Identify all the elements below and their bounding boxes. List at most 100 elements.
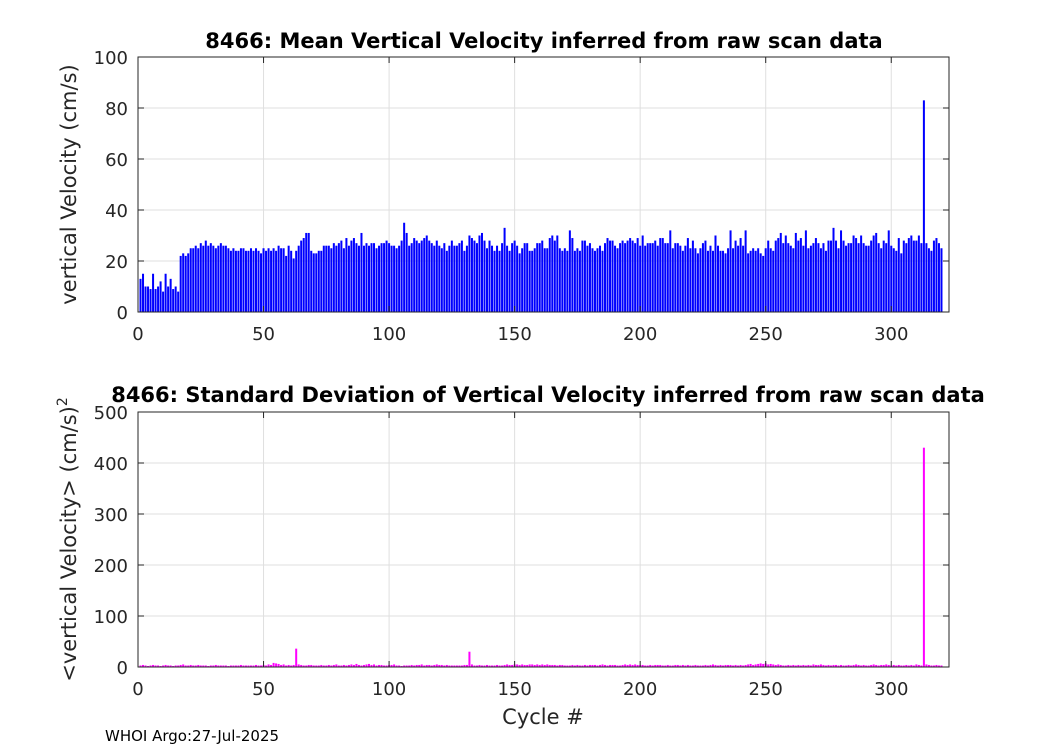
bar: [604, 664, 607, 667]
bar: [468, 651, 471, 667]
bar: [646, 665, 649, 667]
bar: [558, 664, 561, 667]
bar: [538, 664, 541, 667]
bar: [671, 248, 674, 312]
bar: [719, 664, 722, 667]
bar: [819, 664, 822, 667]
bar: [187, 665, 190, 667]
bar: [719, 250, 722, 312]
bar: [428, 240, 431, 312]
bar: [465, 664, 468, 667]
bar: [561, 664, 564, 667]
bar: [696, 665, 699, 667]
bar: [777, 238, 780, 312]
bar: [239, 248, 242, 312]
bar: [217, 245, 220, 312]
bar: [154, 289, 157, 312]
bar: [448, 245, 451, 312]
bar: [332, 664, 335, 667]
bar: [320, 664, 323, 667]
bar: [882, 664, 885, 667]
bar: [784, 235, 787, 312]
bar: [290, 250, 293, 312]
bar: [463, 250, 466, 312]
bar: [917, 235, 920, 312]
bar: [531, 250, 534, 312]
bar: [244, 665, 247, 667]
bar: [860, 665, 863, 667]
x-tick-label: 0: [132, 324, 143, 345]
bar: [531, 664, 534, 667]
bar: [194, 665, 197, 667]
bar: [905, 243, 908, 312]
bar: [516, 664, 519, 667]
bar: [307, 232, 310, 312]
bar: [541, 664, 544, 667]
bar: [523, 664, 526, 667]
bar: [855, 664, 858, 667]
bar: [601, 664, 604, 667]
bar: [425, 664, 428, 667]
bar: [704, 664, 707, 667]
bar: [749, 250, 752, 312]
bar: [470, 664, 473, 667]
bar: [922, 100, 925, 312]
bar: [927, 664, 930, 667]
bar: [922, 447, 925, 667]
bar: [727, 664, 730, 667]
bar: [855, 238, 858, 312]
bar: [940, 665, 943, 667]
bar: [551, 664, 554, 667]
bar: [641, 235, 644, 312]
bar: [581, 665, 584, 667]
bar: [162, 291, 165, 312]
bar: [335, 664, 338, 667]
bar: [526, 664, 529, 667]
bar: [413, 665, 416, 667]
bar: [187, 253, 190, 312]
bar: [877, 665, 880, 667]
bar: [410, 243, 413, 312]
y-tick-label: 20: [105, 252, 128, 273]
bar: [443, 243, 446, 312]
bar: [144, 665, 147, 667]
bar: [578, 665, 581, 667]
bar: [857, 664, 860, 667]
bar: [561, 250, 564, 312]
bar: [865, 665, 868, 667]
bar: [558, 248, 561, 312]
grid-std: [137, 411, 949, 668]
bar: [239, 664, 242, 667]
bar: [862, 664, 865, 667]
bar: [568, 230, 571, 312]
bar: [521, 248, 524, 312]
bar: [491, 245, 494, 312]
bar: [724, 664, 727, 667]
bar: [900, 665, 903, 667]
bar: [711, 664, 714, 667]
bar: [732, 665, 735, 667]
bar: [255, 664, 258, 667]
bar: [458, 243, 461, 312]
bar: [747, 253, 750, 312]
bar: [689, 665, 692, 667]
bar: [767, 240, 770, 312]
bar: [332, 243, 335, 312]
bar: [744, 230, 747, 312]
bar: [691, 665, 694, 667]
bar: [789, 245, 792, 312]
x-tick-label: 100: [372, 679, 406, 700]
bar: [568, 665, 571, 667]
bar: [249, 665, 252, 667]
bars-std: [139, 447, 943, 667]
bar: [847, 664, 850, 667]
bar: [917, 664, 920, 667]
bar: [260, 665, 263, 667]
bar: [817, 243, 820, 312]
x-tick-label: 200: [623, 324, 657, 345]
bar: [797, 240, 800, 312]
bar: [270, 664, 273, 667]
bar: [327, 664, 330, 667]
y-tick-label: 40: [105, 201, 128, 222]
bar: [885, 664, 888, 667]
